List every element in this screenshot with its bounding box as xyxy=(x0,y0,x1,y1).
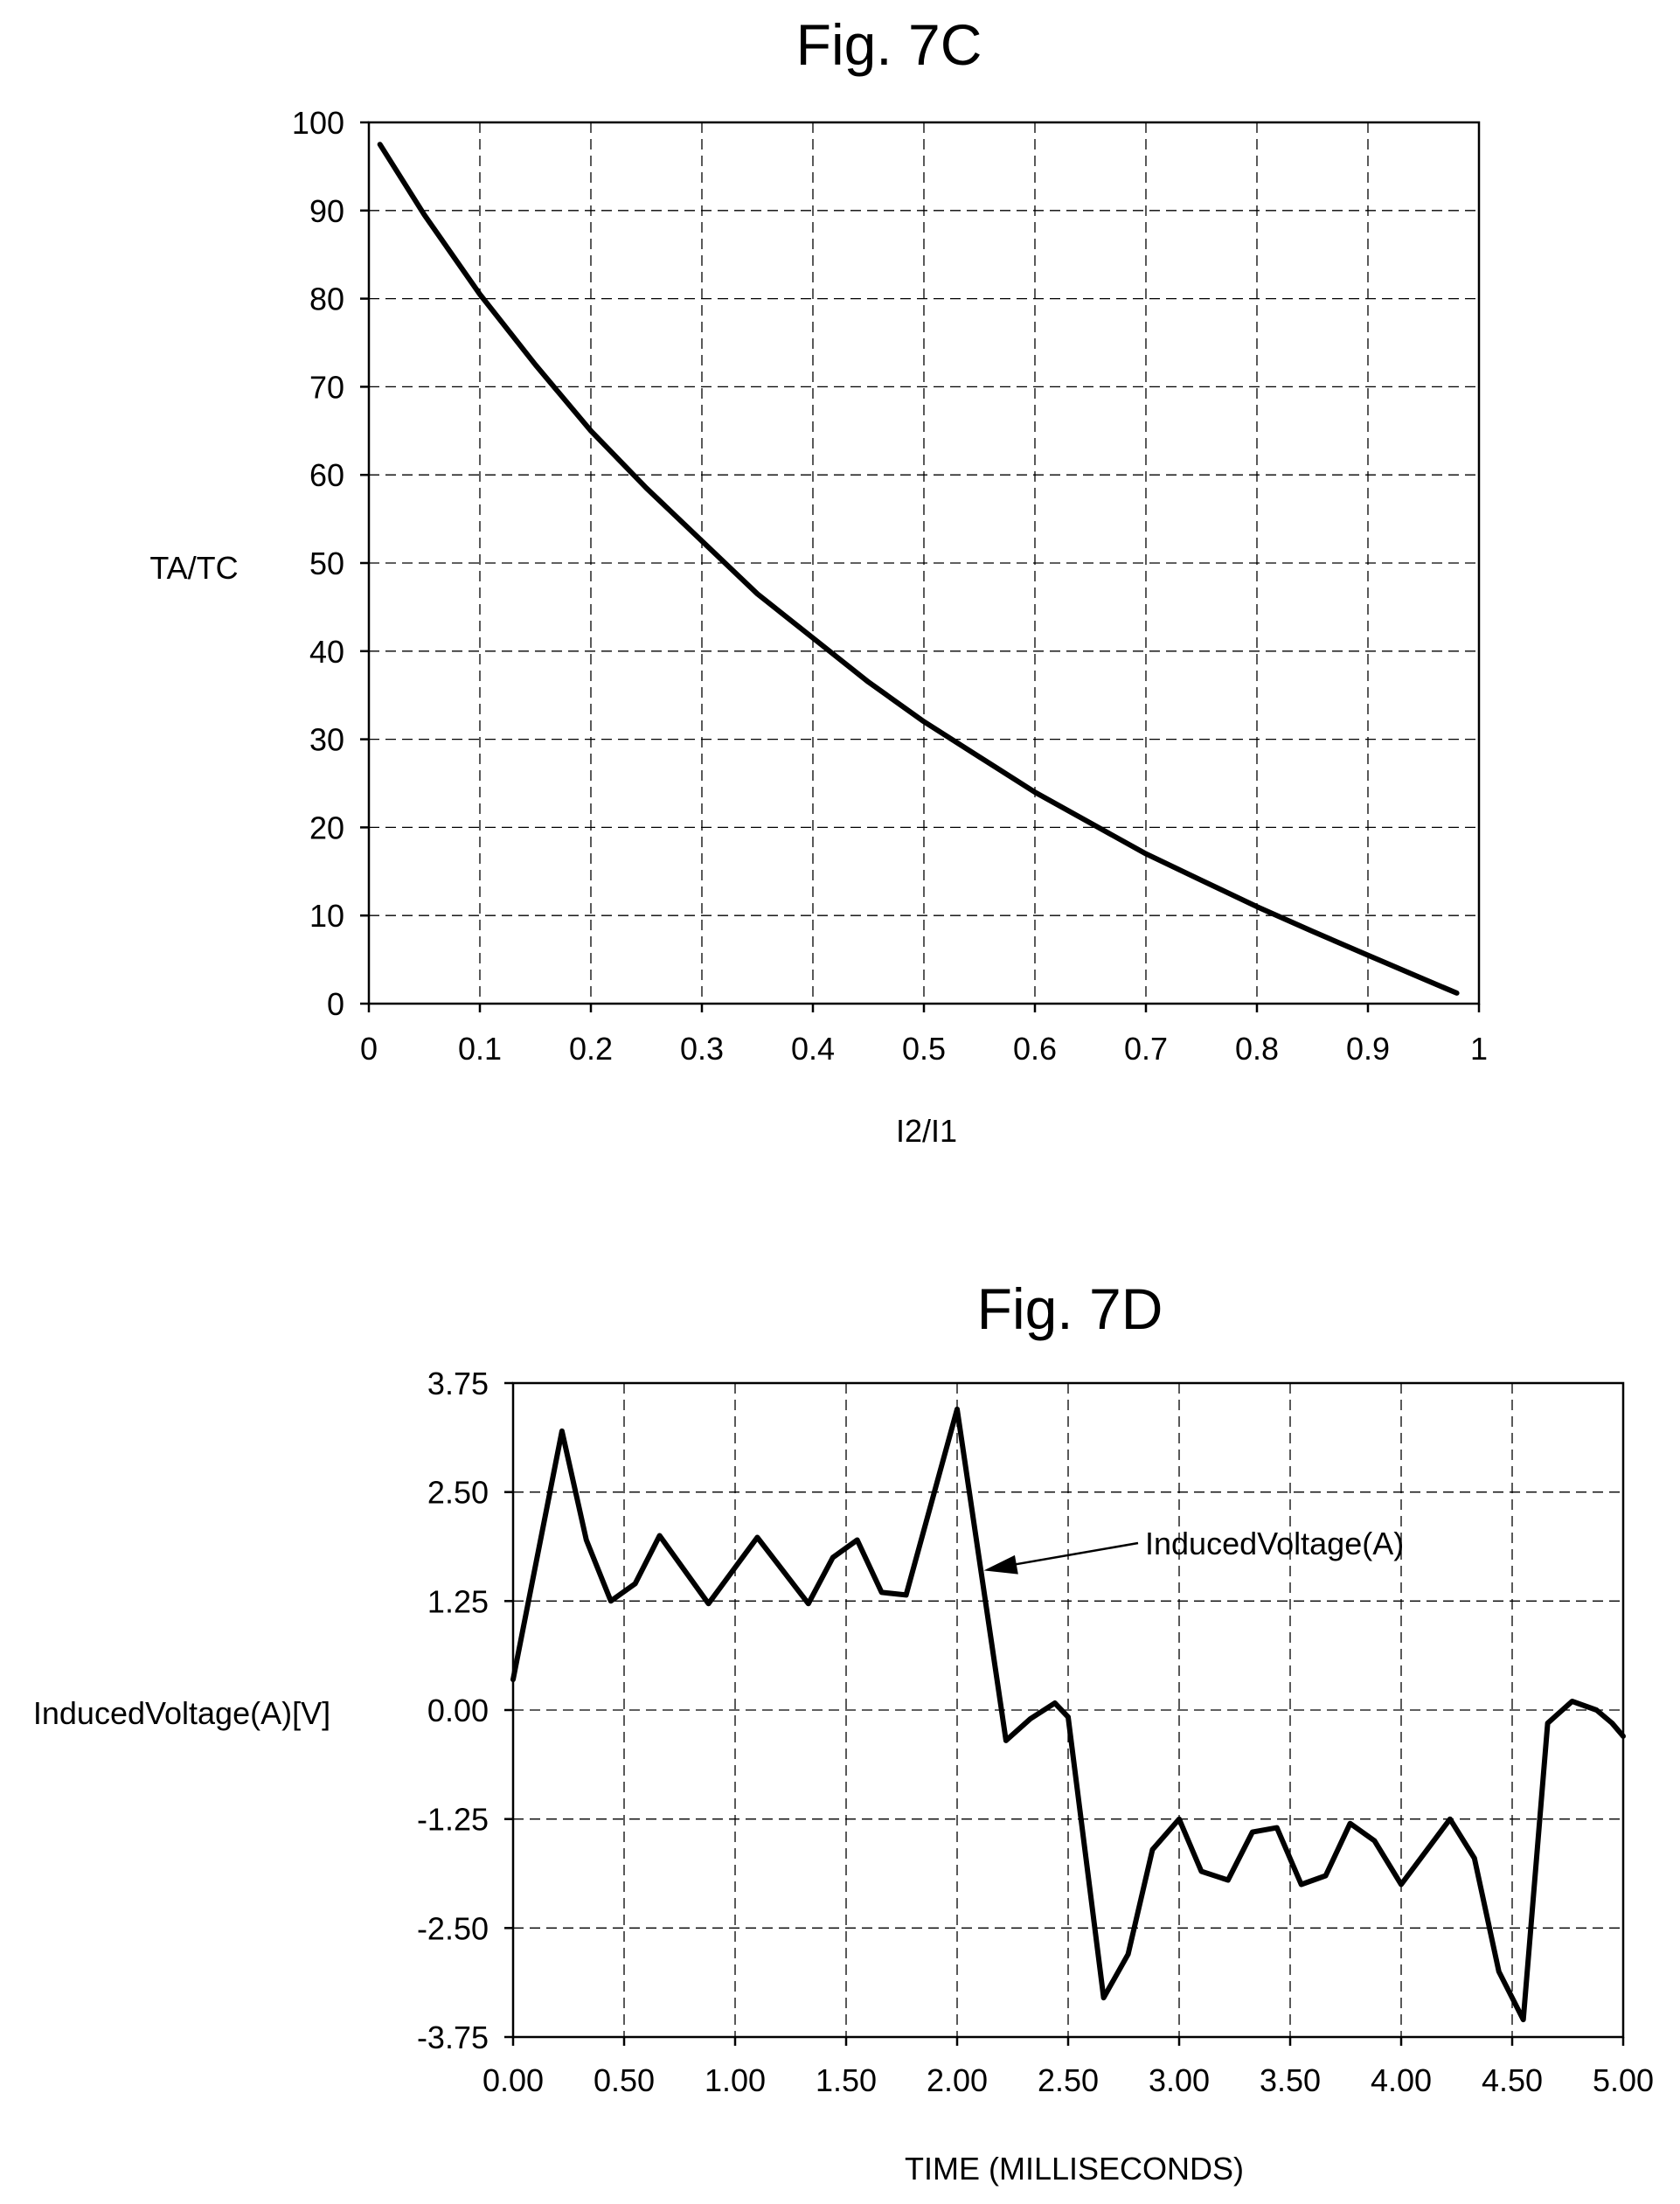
y-tick-label: 40 xyxy=(309,634,344,670)
y-axis-label: InducedVoltage(A)[V] xyxy=(33,1695,330,1731)
y-tick-label: 20 xyxy=(309,810,344,845)
annotation-leader-line xyxy=(1010,1541,1139,1567)
chart-fig-7d: Fig. 7D 0.00 0.50 1.00 1.50 2.00 2.50 3.00 3.50… xyxy=(33,1276,1654,2187)
annotation-arrowhead xyxy=(983,1554,1018,1575)
y-tick-label: 0.00 xyxy=(427,1693,489,1728)
gridlines xyxy=(369,122,1479,1004)
x-axis-label: I2/I1 xyxy=(896,1113,957,1149)
y-tick-label: 10 xyxy=(309,898,344,934)
y-tick-label: -2.50 xyxy=(417,1910,489,1946)
x-tick-label: 4.50 xyxy=(1482,2062,1543,2098)
x-tick-label: 0.00 xyxy=(482,2062,544,2098)
y-axis-label: TA/TC xyxy=(149,550,238,586)
chart-title: Fig. 7D xyxy=(977,1276,1163,1341)
y-tick-label: -3.75 xyxy=(417,2020,489,2055)
y-tick-label: 1.25 xyxy=(427,1583,489,1619)
x-tick-label: 2.00 xyxy=(927,2062,988,2098)
gridlines xyxy=(513,1383,1623,2037)
x-tick-label: 0.1 xyxy=(458,1031,502,1067)
y-tick-labels: 0 10 20 30 40 50 60 70 80 90 100 xyxy=(292,105,344,1022)
y-tick-label: 60 xyxy=(309,457,344,493)
x-tick-labels: 0 0.1 0.2 0.3 0.4 0.5 0.6 0.7 0.8 0.9 1 xyxy=(360,1031,1488,1067)
x-tick-label: 1.00 xyxy=(705,2062,766,2098)
x-tick-label: 0.8 xyxy=(1235,1031,1279,1067)
x-tick-label: 0.4 xyxy=(791,1031,835,1067)
x-axis-label: TIME (MILLISECONDS) xyxy=(905,2151,1244,2187)
y-tick-label: 50 xyxy=(309,546,344,581)
x-tick-label: 5.00 xyxy=(1593,2062,1654,2098)
x-tick-label: 0.7 xyxy=(1124,1031,1168,1067)
chart-title: Fig. 7C xyxy=(796,12,982,77)
x-tick-label: 4.00 xyxy=(1371,2062,1432,2098)
x-tick-label: 0.9 xyxy=(1346,1031,1390,1067)
y-tick-label: -1.25 xyxy=(417,1802,489,1838)
x-tick-label: 0.5 xyxy=(902,1031,946,1067)
x-tick-label: 0.6 xyxy=(1013,1031,1057,1067)
y-tick-label: 100 xyxy=(292,105,344,141)
tick-marks xyxy=(504,1381,1625,2046)
y-tick-label: 80 xyxy=(309,282,344,317)
x-tick-label: 3.50 xyxy=(1260,2062,1321,2098)
y-tick-label: 30 xyxy=(309,722,344,758)
x-tick-label: 0.3 xyxy=(680,1031,724,1067)
chart-fig-7c: Fig. 7C 0 0.1 0.2 0.3 0.4 0.5 0.6 0.7 0.8 0.9 1 0 1… xyxy=(149,12,1488,1149)
x-tick-labels: 0.00 0.50 1.00 1.50 2.00 2.50 3.00 3.50 4.00 4.50… xyxy=(482,2062,1654,2098)
x-tick-label: 1 xyxy=(1470,1031,1488,1067)
y-tick-label: 70 xyxy=(309,369,344,405)
tick-marks xyxy=(360,121,1481,1012)
series-line xyxy=(377,142,1460,996)
y-tick-label: 0 xyxy=(327,986,344,1022)
x-tick-label: 0 xyxy=(360,1031,378,1067)
series-line xyxy=(510,1406,1626,2023)
annotation-label: InducedVoltage(A) xyxy=(1145,1526,1404,1561)
x-tick-label: 0.2 xyxy=(569,1031,613,1067)
y-tick-label: 2.50 xyxy=(427,1475,489,1511)
x-tick-label: 3.00 xyxy=(1149,2062,1210,2098)
x-tick-label: 2.50 xyxy=(1038,2062,1099,2098)
y-tick-labels: 3.75 2.50 1.25 0.00 -1.25 -2.50 -3.75 xyxy=(417,1366,489,2055)
y-tick-label: 3.75 xyxy=(427,1366,489,1401)
x-tick-label: 0.50 xyxy=(594,2062,655,2098)
y-tick-label: 90 xyxy=(309,193,344,229)
series-annotation: InducedVoltage(A) xyxy=(983,1526,1404,1575)
x-tick-label: 1.50 xyxy=(816,2062,877,2098)
